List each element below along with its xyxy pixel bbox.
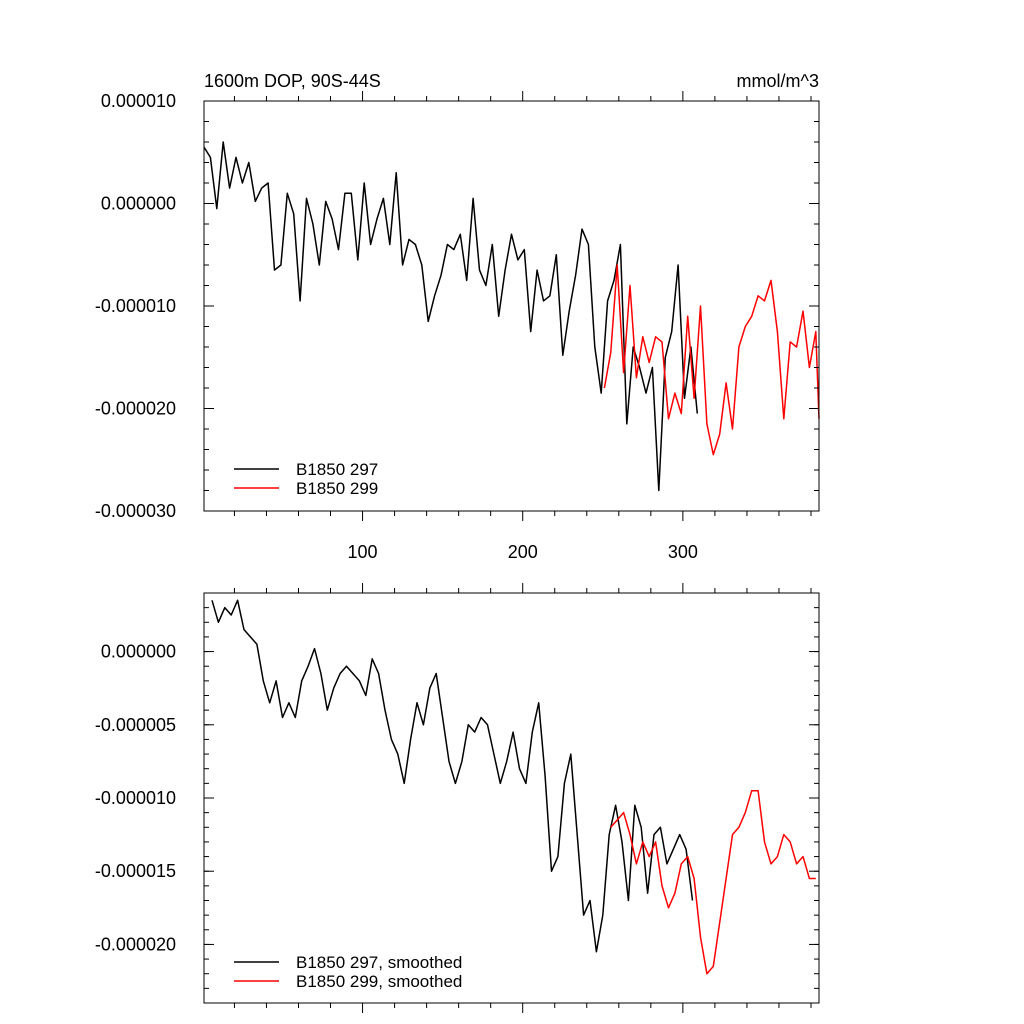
y-tick-label: -0.000020 [95,399,176,419]
series-line-0-1 [603,264,820,456]
y-tick-label: -0.000010 [95,296,176,316]
bottom-panel: 0.000000 -0.000005 -0.000010 -0.000015 -0.00… [95,583,820,1013]
legend-label: B1850 297 [296,460,378,479]
y-tick-label: -0.000010 [95,788,176,808]
y-tick-label: 0.000000 [101,194,176,214]
y-tick-label: 0.000000 [101,642,176,662]
series-line-1-1 [610,789,816,975]
plot-frame [203,100,820,512]
series-line-0-0 [203,141,699,492]
legend-label: B1850 297, smoothed [296,953,462,972]
y-tick-label: -0.000020 [95,934,176,954]
y-tick-label: -0.000030 [95,501,176,521]
legend-label: B1850 299, smoothed [296,972,462,991]
legend-label: B1850 299 [296,479,378,498]
x-tick-label: 200 [508,542,538,562]
x-tick-label: 300 [668,542,698,562]
x-tick-label: 100 [348,542,378,562]
plot-frame [203,592,820,1004]
y-tick-label: 0.000010 [101,91,176,111]
series-line-1-0 [211,599,694,953]
y-tick-label: -0.000015 [95,861,176,881]
y-tick-label: -0.000005 [95,715,176,735]
chart-title-left: 1600m DOP, 90S-44S [204,71,381,91]
top-panel: 0.000010 0.000000 -0.000010 -0.000020 -0.000… [95,71,820,562]
chart-title-right: mmol/m^3 [737,71,819,91]
